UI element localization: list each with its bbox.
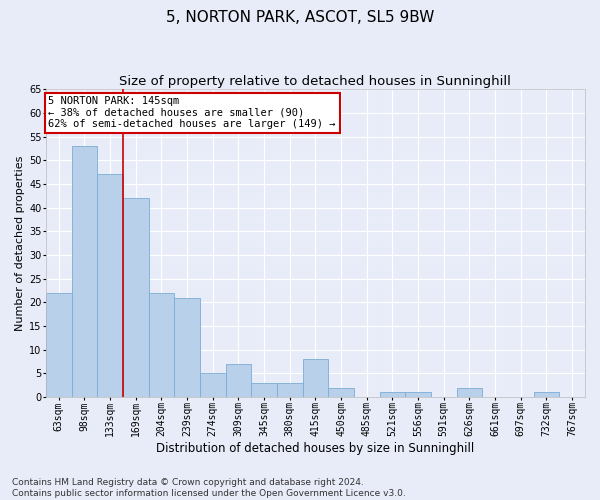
Bar xyxy=(226,364,251,397)
Bar xyxy=(457,388,482,397)
Y-axis label: Number of detached properties: Number of detached properties xyxy=(15,156,25,331)
Text: Contains HM Land Registry data © Crown copyright and database right 2024.
Contai: Contains HM Land Registry data © Crown c… xyxy=(12,478,406,498)
Bar xyxy=(380,392,405,397)
Bar xyxy=(277,383,302,397)
Bar xyxy=(200,374,226,397)
Bar xyxy=(174,298,200,397)
Bar xyxy=(149,293,174,397)
X-axis label: Distribution of detached houses by size in Sunninghill: Distribution of detached houses by size … xyxy=(156,442,475,455)
Text: 5 NORTON PARK: 145sqm
← 38% of detached houses are smaller (90)
62% of semi-deta: 5 NORTON PARK: 145sqm ← 38% of detached … xyxy=(49,96,336,130)
Bar xyxy=(328,388,354,397)
Bar xyxy=(71,146,97,397)
Bar xyxy=(302,359,328,397)
Bar xyxy=(46,293,71,397)
Bar xyxy=(251,383,277,397)
Bar xyxy=(533,392,559,397)
Bar xyxy=(405,392,431,397)
Title: Size of property relative to detached houses in Sunninghill: Size of property relative to detached ho… xyxy=(119,75,511,88)
Bar xyxy=(123,198,149,397)
Text: 5, NORTON PARK, ASCOT, SL5 9BW: 5, NORTON PARK, ASCOT, SL5 9BW xyxy=(166,10,434,25)
Bar xyxy=(97,174,123,397)
